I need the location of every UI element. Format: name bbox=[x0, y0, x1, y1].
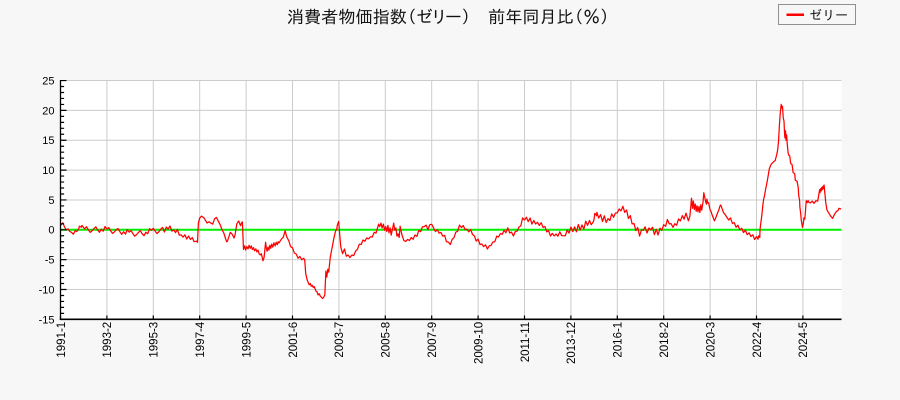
svg-text:2005-8: 2005-8 bbox=[381, 322, 393, 358]
svg-text:20: 20 bbox=[42, 105, 54, 117]
svg-text:2020-3: 2020-3 bbox=[705, 322, 717, 358]
svg-text:2003-7: 2003-7 bbox=[334, 322, 346, 358]
svg-text:1993-2: 1993-2 bbox=[102, 322, 114, 358]
svg-text:2007-9: 2007-9 bbox=[427, 322, 439, 358]
svg-text:2022-4: 2022-4 bbox=[752, 321, 764, 357]
svg-text:2016-1: 2016-1 bbox=[613, 322, 625, 358]
svg-text:1991-1: 1991-1 bbox=[56, 322, 68, 358]
svg-text:5: 5 bbox=[48, 195, 54, 207]
svg-text:-5: -5 bbox=[45, 255, 55, 267]
svg-text:2024-5: 2024-5 bbox=[798, 322, 810, 358]
svg-text:2018-2: 2018-2 bbox=[659, 322, 671, 358]
svg-text:-10: -10 bbox=[39, 284, 55, 296]
svg-text:10: 10 bbox=[42, 165, 54, 177]
svg-text:1999-5: 1999-5 bbox=[241, 322, 253, 358]
svg-text:1997-4: 1997-4 bbox=[195, 321, 207, 357]
svg-text:15: 15 bbox=[42, 135, 54, 147]
svg-text:-15: -15 bbox=[39, 314, 55, 326]
svg-text:2001-6: 2001-6 bbox=[288, 322, 300, 358]
svg-text:2009-10: 2009-10 bbox=[473, 322, 485, 364]
svg-text:25: 25 bbox=[42, 75, 54, 87]
svg-text:0: 0 bbox=[48, 225, 54, 237]
svg-text:2011-11: 2011-11 bbox=[520, 322, 532, 363]
svg-text:1995-3: 1995-3 bbox=[149, 322, 161, 358]
svg-text:2013-12: 2013-12 bbox=[566, 322, 578, 364]
